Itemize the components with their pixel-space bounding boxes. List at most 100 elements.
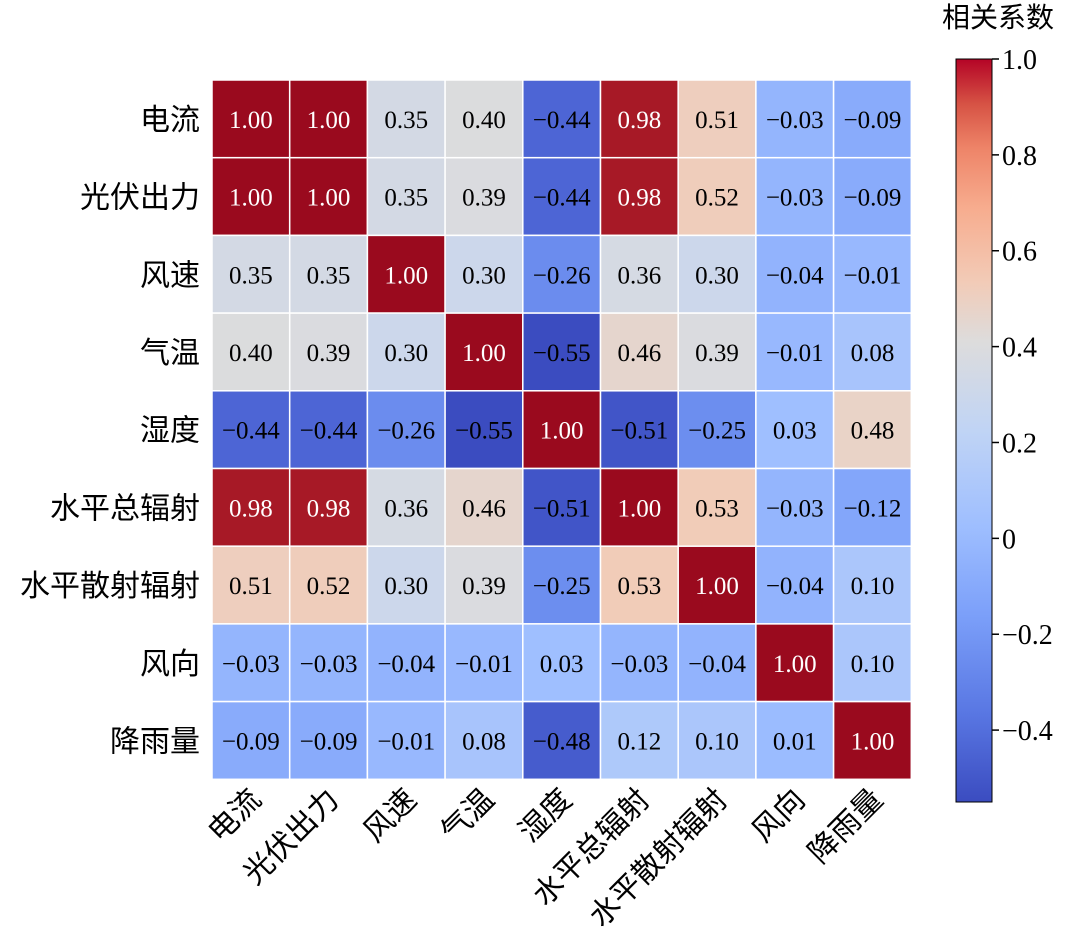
heatmap-value-4-8: 0.48 [851, 418, 895, 445]
heatmap-value-3-0: 0.40 [229, 340, 273, 367]
heatmap-cell-7-4 [522, 623, 602, 703]
heatmap-cell-5-0 [211, 467, 291, 547]
column-label-8: 降雨量 [802, 782, 890, 870]
heatmap-value-6-8: 0.10 [851, 573, 895, 600]
heatmap-value-7-2: −0.04 [377, 651, 435, 678]
heatmap-value-2-8: −0.01 [844, 262, 902, 289]
heatmap-cell-5-7 [755, 467, 835, 547]
heatmap-cell-8-2 [366, 700, 446, 781]
heatmap-cell-8-0 [211, 700, 291, 781]
heatmap-value-2-2: 1.00 [384, 262, 428, 289]
colorbar-gradient [955, 58, 993, 803]
heatmap-cell-8-5 [599, 700, 679, 781]
heatmap-value-2-6: 0.30 [695, 262, 739, 289]
heatmap-value-4-3: −0.55 [455, 418, 513, 445]
heatmap-value-0-6: 0.51 [695, 107, 739, 134]
heatmap-cell-4-6 [677, 390, 757, 470]
heatmap-value-1-6: 0.52 [695, 185, 739, 212]
heatmap-cell-3-8 [832, 312, 913, 392]
heatmap-cell-6-6 [677, 545, 757, 625]
heatmap-value-5-4: −0.51 [533, 495, 591, 522]
heatmap-value-2-4: −0.26 [533, 262, 591, 289]
heatmap-value-1-7: −0.03 [766, 185, 824, 212]
heatmap-value-5-7: −0.03 [766, 495, 824, 522]
heatmap-cell-4-8 [832, 390, 913, 470]
column-label-3: 气温 [434, 782, 501, 849]
heatmap-cell-2-2 [366, 234, 446, 314]
heatmap-cell-8-4 [522, 700, 602, 781]
heatmap-cell-1-8 [832, 156, 913, 237]
colorbar-tick-label-7: −0.4 [1002, 716, 1053, 747]
heatmap-cell-2-4 [522, 234, 602, 314]
heatmap-cell-7-8 [832, 623, 913, 703]
row-label-5: 水平总辐射 [50, 491, 200, 526]
heatmap-cell-1-0 [211, 156, 291, 237]
heatmap-cell-5-8 [832, 467, 913, 547]
column-label-2: 风速 [357, 782, 424, 849]
heatmap-cell-2-3 [444, 234, 524, 314]
heatmap-value-6-2: 0.30 [384, 573, 428, 600]
heatmap-value-6-7: −0.04 [766, 573, 824, 600]
row-label-0: 电流 [140, 103, 200, 138]
heatmap-value-5-6: 0.53 [695, 495, 739, 522]
heatmap-value-8-4: −0.48 [533, 728, 591, 755]
heatmap-value-0-4: −0.44 [533, 107, 591, 134]
colorbar-tick-label-4: 0.2 [1002, 428, 1037, 459]
heatmap-value-5-3: 0.46 [462, 495, 506, 522]
row-label-8: 降雨量 [110, 724, 200, 759]
heatmap-cell-0-7 [755, 79, 835, 159]
heatmap-value-2-1: 0.35 [307, 262, 351, 289]
heatmap-cell-1-4 [522, 156, 602, 237]
heatmap-value-1-2: 0.35 [384, 185, 428, 212]
heatmap-value-7-6: −0.04 [688, 651, 746, 678]
heatmap-value-4-5: −0.51 [610, 418, 668, 445]
heatmap-value-1-4: −0.44 [533, 185, 591, 212]
heatmap-cell-7-5 [599, 623, 679, 703]
heatmap-value-5-0: 0.98 [229, 495, 273, 522]
colorbar-tick-label-0: 1.0 [1002, 45, 1037, 76]
heatmap-value-7-0: −0.03 [222, 651, 280, 678]
heatmap-cell-2-6 [677, 234, 757, 314]
heatmap-value-8-0: −0.09 [222, 728, 280, 755]
colorbar: 相关系数 1.0 0.8 0.6 0.4 0.2 0 −0.2 −0.4 [942, 1, 1054, 803]
heatmap-value-2-5: 0.36 [617, 262, 661, 289]
heatmap-value-1-1: 1.00 [307, 185, 351, 212]
heatmap-value-0-3: 0.40 [462, 107, 506, 134]
heatmap-value-8-6: 0.10 [695, 728, 739, 755]
heatmap-value-7-7: 1.00 [773, 651, 817, 678]
heatmap-cell-7-6 [677, 623, 757, 703]
heatmap-cell-4-3 [444, 390, 524, 470]
heatmap-value-0-0: 1.00 [229, 107, 273, 134]
heatmap-value-8-1: −0.09 [300, 728, 358, 755]
heatmap-value-6-4: −0.25 [533, 573, 591, 600]
row-label-3: 气温 [140, 336, 200, 371]
heatmap-cell-5-2 [366, 467, 446, 547]
heatmap-cell-0-5 [599, 79, 679, 159]
heatmap-value-3-4: −0.55 [533, 340, 591, 367]
heatmap-value-0-1: 1.00 [307, 107, 351, 134]
heatmap-cell-8-3 [444, 700, 524, 781]
row-label-1: 光伏出力 [80, 181, 200, 216]
heatmap-value-1-8: −0.09 [844, 185, 902, 212]
heatmap-value-8-8: 1.00 [851, 728, 895, 755]
heatmap-cell-7-0 [211, 623, 291, 703]
heatmap-value-5-5: 1.00 [617, 495, 661, 522]
heatmap-value-7-1: −0.03 [300, 651, 358, 678]
heatmap-value-6-3: 0.39 [462, 573, 506, 600]
colorbar-tick-label-3: 0.4 [1002, 333, 1037, 364]
heatmap-value-0-8: −0.09 [844, 107, 902, 134]
heatmap-cell-0-0 [211, 79, 291, 159]
heatmap-cells: 1.00 1.00 0.35 0.40 −0.44 0.98 0.51 −0.03 −0.09 1… [211, 79, 913, 781]
heatmap-value-5-8: −0.12 [844, 495, 902, 522]
heatmap-value-0-2: 0.35 [384, 107, 428, 134]
colorbar-tick-label-5: 0 [1002, 524, 1016, 555]
heatmap-cell-0-1 [288, 79, 369, 159]
heatmap-value-6-1: 0.52 [307, 573, 351, 600]
colorbar-title: 相关系数 [942, 1, 1054, 34]
heatmap-value-3-3: 1.00 [462, 340, 506, 367]
heatmap-value-1-5: 0.98 [617, 185, 661, 212]
heatmap-value-5-2: 0.36 [384, 495, 428, 522]
heatmap-value-7-3: −0.01 [455, 651, 513, 678]
heatmap-value-1-3: 0.39 [462, 185, 506, 212]
heatmap-value-4-1: −0.44 [300, 418, 358, 445]
